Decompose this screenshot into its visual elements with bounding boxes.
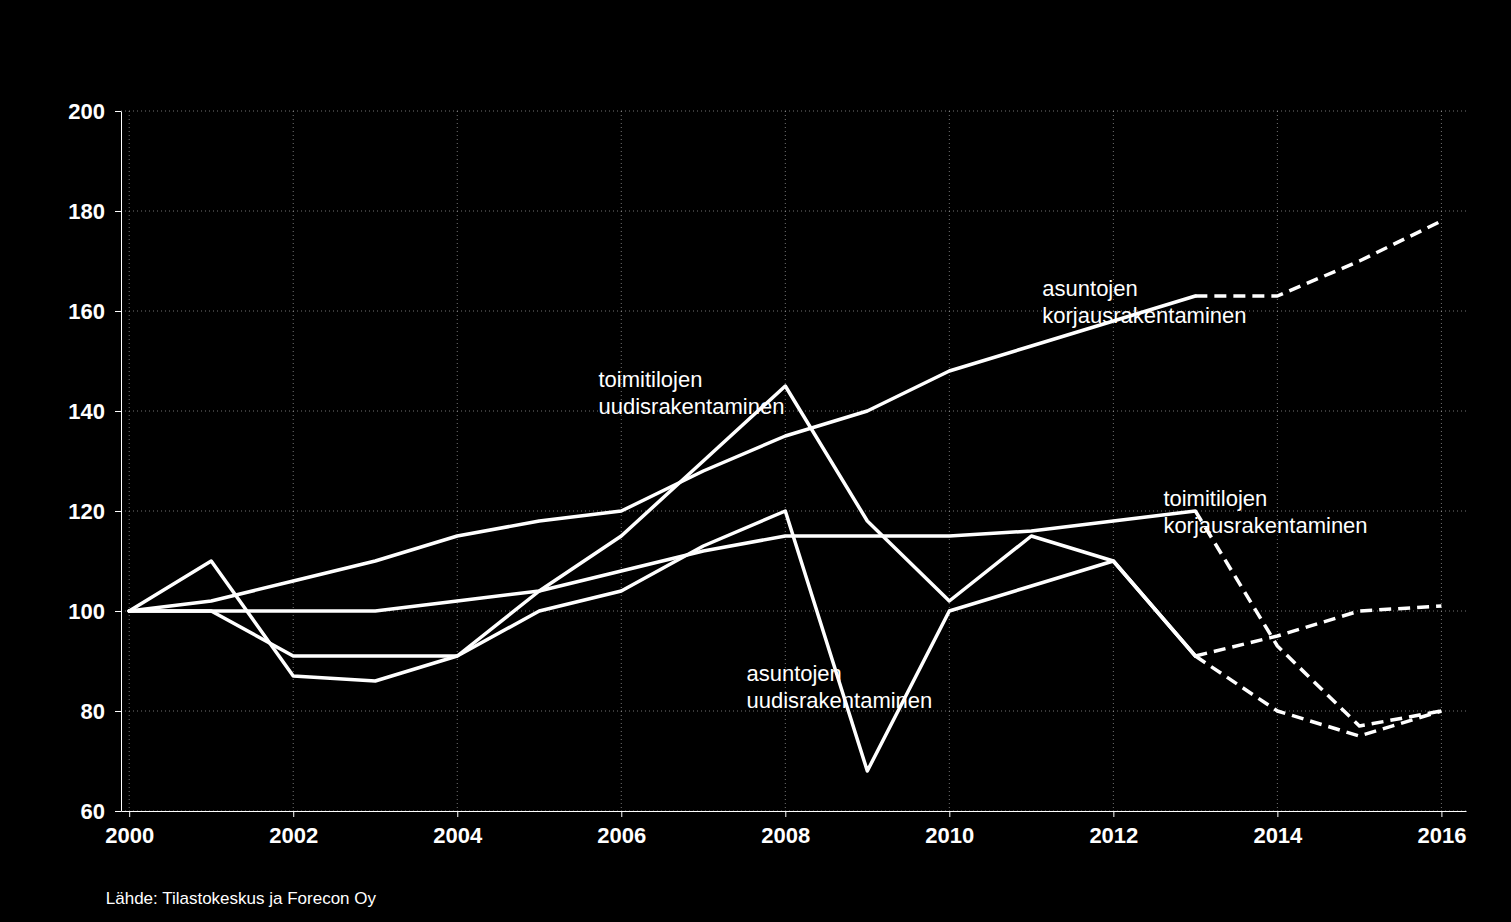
source: Lähde: Tilastokeskus ja Forecon Oy [106, 889, 377, 908]
tick-mark [115, 311, 121, 312]
annotation-line: asuntojen [1042, 276, 1137, 301]
tick-label: 140 [68, 399, 105, 424]
grid-line-x [457, 111, 458, 811]
chart: 2000 2002 2004 2006 2008 2010 2012 2014 2016 60 80… [0, 0, 1511, 922]
grid-line-x [1277, 111, 1278, 811]
tick-label: 60 [81, 799, 105, 824]
tick: 2006 [597, 811, 646, 848]
tick-mark [949, 811, 950, 817]
forecast-line [1195, 606, 1441, 656]
tick-label: 200 [68, 99, 105, 124]
annotation-line: korjausrakentaminen [1163, 513, 1367, 538]
annotation-line: korjausrakentaminen [1042, 303, 1246, 328]
tick: 180 [68, 199, 121, 224]
tick: 2016 [1417, 811, 1466, 848]
axis-line [121, 112, 122, 812]
tick: 120 [68, 499, 121, 524]
line [129, 386, 1195, 656]
lines [129, 221, 1441, 771]
tick-label: 2012 [1089, 823, 1138, 848]
tick: 2008 [761, 811, 810, 848]
tick-label: 120 [68, 499, 105, 524]
plot-area: 2000 2002 2004 2006 2008 2010 2012 2014 2016 60 80… [68, 99, 1466, 848]
annotation: asuntojenuudisrakentaminen [746, 661, 932, 712]
grid-line-y [121, 211, 1466, 212]
grid-line-x [1113, 111, 1114, 811]
tick-label: 2016 [1417, 823, 1466, 848]
tick-label: 2006 [597, 823, 646, 848]
tick-mark [621, 811, 622, 817]
grid-line-x [129, 111, 130, 811]
tick: 2012 [1089, 811, 1138, 848]
grid-line-y [121, 311, 1466, 312]
line [129, 511, 1195, 611]
forecast-line [1195, 221, 1441, 296]
grid-line-y [121, 111, 1466, 112]
tick: 200 [68, 99, 121, 124]
annotation-line: asuntojen [746, 661, 841, 686]
tick: 2004 [433, 811, 483, 848]
grid-line-y [121, 411, 1466, 412]
tick-mark [1277, 811, 1278, 817]
y-axis: 60 80 100 120 140 160 180 200 [68, 99, 121, 824]
tick: 100 [68, 599, 121, 624]
annotation-line: toimitilojen [598, 367, 702, 392]
tick-mark [115, 511, 121, 512]
tick-mark [1113, 811, 1114, 817]
x-axis: 2000 2002 2004 2006 2008 2010 2012 2014 2016 [105, 811, 1466, 848]
tick-mark [785, 811, 786, 817]
tick-mark [1441, 811, 1442, 817]
grid [121, 111, 1466, 811]
tick: 80 [81, 699, 121, 724]
tick: 140 [68, 399, 121, 424]
annotation: toimitilojenuudisrakentaminen [598, 367, 784, 418]
tick-mark [115, 611, 121, 612]
tick-mark [115, 711, 121, 712]
tick-label: 2010 [925, 823, 974, 848]
tick-label: 160 [68, 299, 105, 324]
tick: 2014 [1253, 811, 1303, 848]
tick-mark [293, 811, 294, 817]
grid-line-y [121, 811, 1466, 812]
annotation-line: uudisrakentaminen [598, 394, 784, 419]
annotation: toimitilojenkorjausrakentaminen [1163, 486, 1367, 537]
tick: 2002 [269, 811, 318, 848]
tick-mark [115, 811, 121, 812]
annotations: asuntojenkorjausrakentaminentoimitilojen… [598, 276, 1367, 712]
annotation-line: toimitilojen [1163, 486, 1267, 511]
tick-label: 2004 [433, 823, 483, 848]
tick-label: 2002 [269, 823, 318, 848]
grid-line-x [1441, 111, 1442, 811]
tick-label: 80 [81, 699, 105, 724]
tick-label: 100 [68, 599, 105, 624]
tick-label: 2014 [1253, 823, 1303, 848]
grid-line-x [621, 111, 622, 811]
forecast-line [1195, 656, 1441, 736]
tick: 160 [68, 299, 121, 324]
tick-mark [457, 811, 458, 817]
tick-mark [115, 211, 121, 212]
annotation: asuntojenkorjausrakentaminen [1042, 276, 1246, 327]
tick-mark [115, 411, 121, 412]
grid-line-x [293, 111, 294, 811]
tick-label: 2000 [105, 823, 154, 848]
forecast-line [1195, 511, 1441, 726]
tick-label: 180 [68, 199, 105, 224]
tick: 2000 [105, 811, 154, 848]
tick: 2010 [925, 811, 974, 848]
axis-line [122, 811, 1467, 812]
line [129, 296, 1195, 611]
tick-label: 2008 [761, 823, 810, 848]
grid-line-x [949, 111, 950, 811]
line [129, 511, 1195, 771]
tick: 60 [81, 799, 121, 824]
background [0, 0, 1511, 922]
annotation-line: uudisrakentaminen [746, 688, 932, 713]
tick-mark [115, 111, 121, 112]
tick-mark [129, 811, 130, 817]
